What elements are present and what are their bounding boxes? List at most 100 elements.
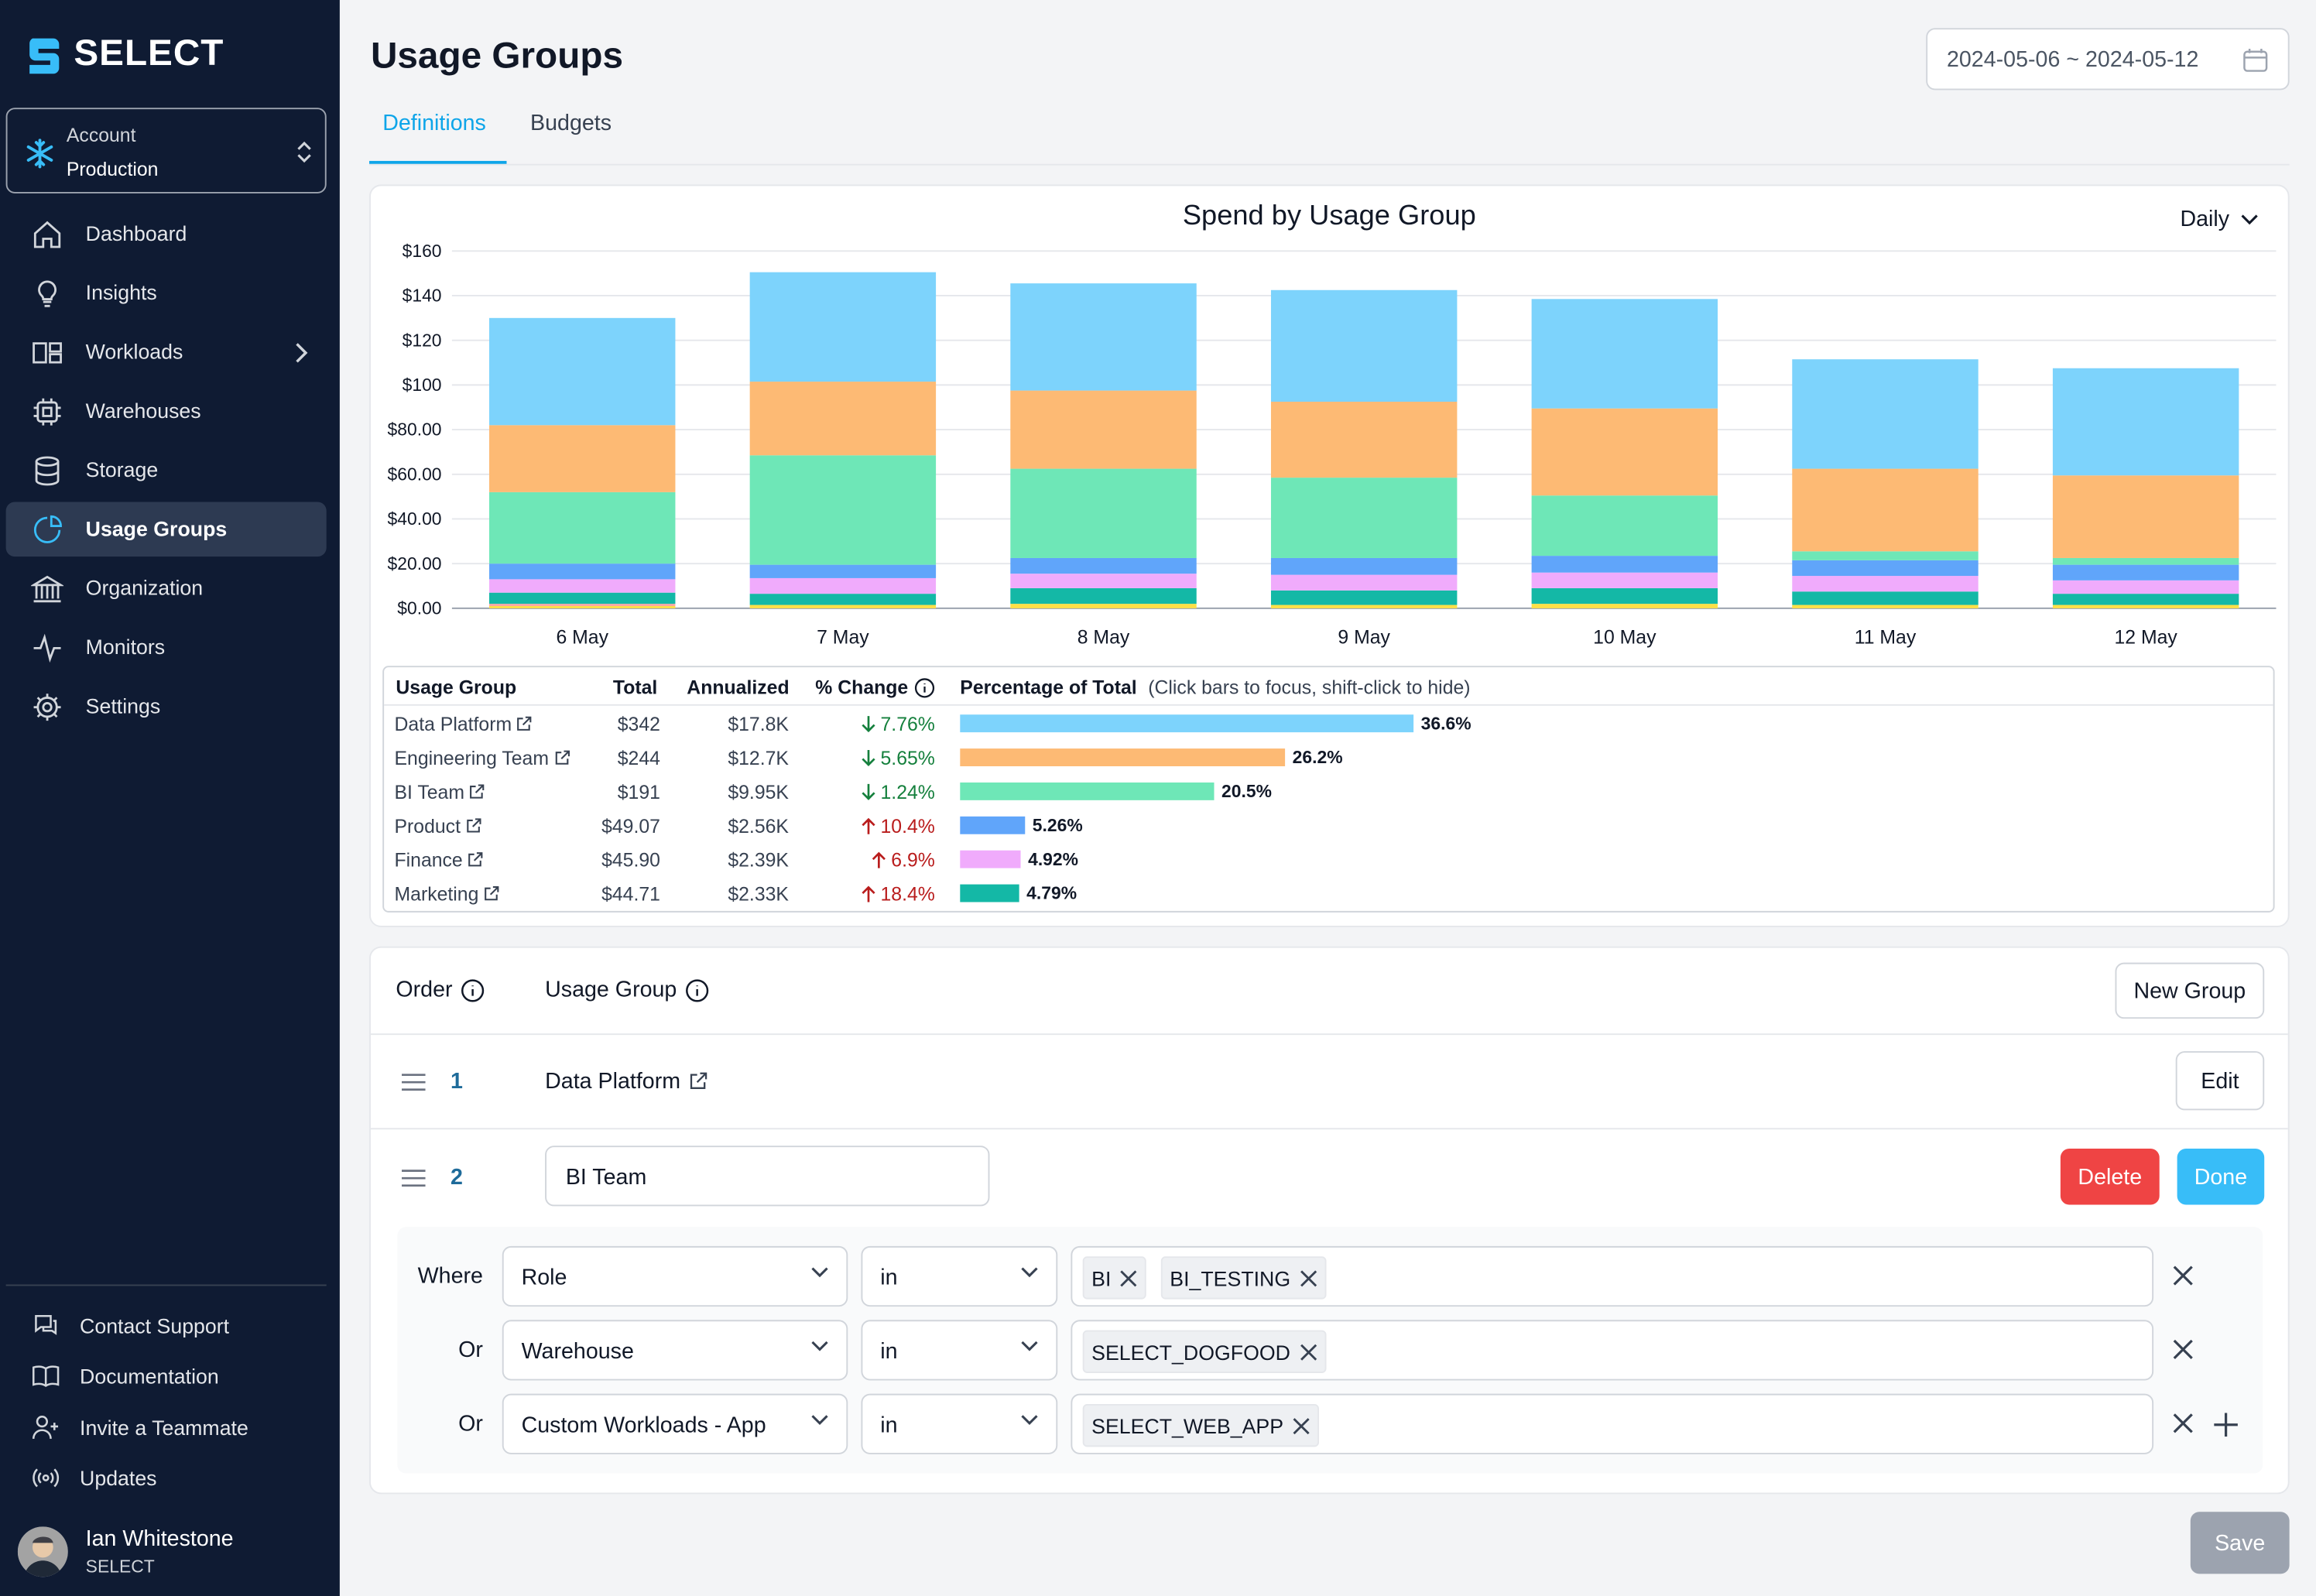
info-icon[interactable] (461, 978, 485, 1002)
bar-segment[interactable] (749, 382, 937, 456)
bar-segment[interactable] (1531, 587, 1718, 604)
documentation-link[interactable]: Documentation (0, 1355, 340, 1399)
sidebar-item-storage[interactable]: Storage (6, 443, 327, 498)
bar-segment[interactable] (749, 604, 937, 608)
bar-segment[interactable] (1531, 556, 1718, 573)
bar-segment[interactable] (749, 594, 937, 605)
sidebar-item-usage-groups[interactable]: Usage Groups (5, 502, 327, 557)
bar-segment[interactable] (1792, 604, 1979, 608)
bar-segment[interactable] (1010, 390, 1197, 469)
condition-field-select[interactable]: Warehouse (502, 1320, 848, 1381)
condition-operator-select[interactable]: in (861, 1320, 1058, 1381)
remove-chip-icon[interactable] (1297, 1342, 1318, 1363)
bar-segment[interactable] (1531, 495, 1718, 557)
bar-segment[interactable] (1792, 560, 1979, 577)
bar-segment[interactable] (1270, 590, 1458, 605)
edit-button[interactable]: Edit (2175, 1051, 2265, 1111)
bar-segment[interactable] (1010, 283, 1197, 391)
remove-chip-icon[interactable] (1119, 1269, 1139, 1289)
bar-segment[interactable] (1792, 591, 1979, 605)
remove-chip-icon[interactable] (1291, 1416, 1312, 1437)
bar-segment[interactable] (489, 606, 676, 608)
bar-segment[interactable] (2052, 604, 2239, 608)
remove-chip-icon[interactable] (1298, 1269, 1319, 1289)
bar-segment[interactable] (2052, 564, 2239, 581)
bar-segment[interactable] (1010, 574, 1197, 588)
pct-bar[interactable] (960, 748, 1286, 766)
contact-support-link[interactable]: Contact Support (0, 1305, 340, 1349)
bar-segment[interactable] (749, 455, 937, 565)
pct-bar[interactable] (960, 884, 1019, 902)
condition-values-input[interactable]: SELECT_DOGFOOD (1071, 1320, 2154, 1381)
bar-segment[interactable] (1792, 468, 1979, 552)
group-name-input[interactable]: BI Team (545, 1146, 990, 1207)
granularity-dropdown[interactable]: Daily (2180, 207, 2259, 231)
stacked-bar-chart[interactable]: $0.00 $20.00 $40.00 $60.00 $80.00 $100 $120 $14… (371, 231, 2288, 659)
row-group-name[interactable]: Marketing (394, 883, 499, 905)
table-row[interactable]: Finance $45.90 $2.39K 6.9% 4.92% (384, 843, 2273, 877)
bar-segment[interactable] (2052, 580, 2239, 594)
group-name-link[interactable]: Data Platform (545, 1069, 707, 1094)
drag-handle-icon[interactable] (400, 1168, 427, 1189)
sidebar-item-insights[interactable]: Insights (6, 265, 327, 320)
info-icon[interactable] (914, 677, 935, 698)
bar-segment[interactable] (1270, 557, 1458, 575)
row-group-name[interactable]: Data Platform (394, 713, 533, 735)
bar-segment[interactable] (1531, 299, 1718, 409)
row-group-name[interactable]: Product (394, 815, 481, 837)
bar-segment[interactable] (1010, 587, 1197, 604)
tab-budgets[interactable]: Budgets (530, 111, 612, 136)
bar-segment[interactable] (749, 577, 937, 594)
bar-segment[interactable] (1270, 478, 1458, 558)
bar-segment[interactable] (749, 272, 937, 382)
invite-teammate-link[interactable]: Invite a Teammate (0, 1407, 340, 1451)
bar-segment[interactable] (1792, 576, 1979, 592)
table-row[interactable]: Data Platform $342 $17.8K 7.76% 36.6% (384, 707, 2273, 741)
pct-bar[interactable] (960, 782, 1215, 800)
row-group-name[interactable]: BI Team (394, 781, 485, 803)
tab-definitions[interactable]: Definitions (382, 111, 486, 136)
bar-segment[interactable] (489, 491, 676, 564)
remove-condition-icon[interactable] (2171, 1412, 2195, 1436)
updates-link[interactable]: Updates (0, 1457, 340, 1502)
bar-segment[interactable] (1270, 402, 1458, 478)
table-row[interactable]: Engineering Team $244 $12.7K 5.65% 26.2% (384, 741, 2273, 776)
bar-segment[interactable] (489, 563, 676, 580)
bar-segment[interactable] (489, 604, 676, 607)
sidebar-item-dashboard[interactable]: Dashboard (6, 207, 327, 262)
condition-values-input[interactable]: BI BI_TESTING (1071, 1245, 2154, 1307)
condition-field-select[interactable]: Custom Workloads - App (502, 1393, 848, 1454)
bar-segment[interactable] (1270, 574, 1458, 591)
bar-segment[interactable] (489, 317, 676, 426)
bar-segment[interactable] (1270, 604, 1458, 608)
bar-segment[interactable] (2052, 475, 2239, 558)
delete-button[interactable]: Delete (2060, 1149, 2160, 1205)
sidebar-item-workloads[interactable]: Workloads (6, 325, 327, 380)
sidebar-item-monitors[interactable]: Monitors (6, 620, 327, 675)
table-row[interactable]: Marketing $44.71 $2.33K 18.4% 4.79% (384, 877, 2273, 911)
bar-segment[interactable] (1792, 551, 1979, 560)
add-condition-icon[interactable] (2212, 1412, 2239, 1438)
bar-segment[interactable] (749, 564, 937, 578)
sidebar-item-organization[interactable]: Organization (6, 561, 327, 616)
user-profile[interactable]: Ian Whitestone SELECT (17, 1521, 328, 1580)
bar-segment[interactable] (2052, 368, 2239, 476)
table-row[interactable]: Product $49.07 $2.56K 10.4% 5.26% (384, 809, 2273, 843)
new-group-button[interactable]: New Group (2115, 962, 2265, 1019)
bar-segment[interactable] (1010, 557, 1197, 574)
logo[interactable]: SELECT (26, 33, 224, 75)
remove-condition-icon[interactable] (2171, 1337, 2195, 1361)
bar-segment[interactable] (1010, 604, 1197, 608)
sidebar-item-settings[interactable]: Settings (6, 679, 327, 734)
table-row[interactable]: BI Team $191 $9.95K 1.24% 20.5% (384, 775, 2273, 809)
bar-segment[interactable] (2052, 557, 2239, 565)
info-icon[interactable] (686, 978, 710, 1002)
row-group-name[interactable]: Finance (394, 849, 483, 871)
remove-condition-icon[interactable] (2171, 1264, 2195, 1288)
date-range-picker[interactable]: 2024-05-06 ~ 2024-05-12 (1926, 28, 2290, 91)
bar-segment[interactable] (489, 579, 676, 593)
condition-values-input[interactable]: SELECT_WEB_APP (1071, 1393, 2154, 1454)
bar-segment[interactable] (489, 425, 676, 492)
pct-bar[interactable] (960, 714, 1414, 733)
condition-operator-select[interactable]: in (861, 1245, 1058, 1307)
